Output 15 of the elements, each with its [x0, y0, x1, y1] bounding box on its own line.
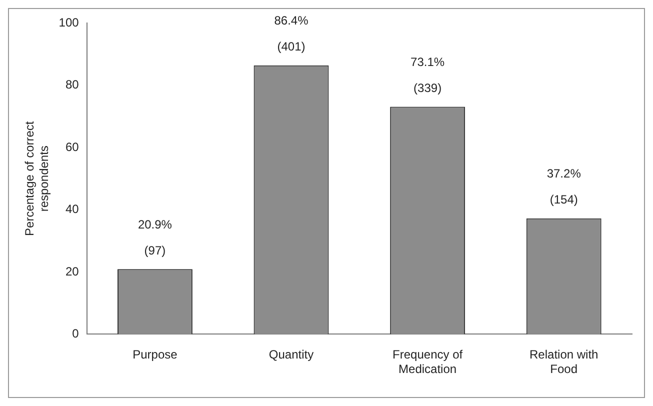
data-label: 86.4% (401)	[274, 14, 309, 54]
data-label: 73.1% (339)	[410, 55, 445, 96]
y-tick-label: 40	[65, 202, 80, 216]
x-tick-label: Frequency of Medication	[392, 348, 464, 376]
y-tick-label: 60	[65, 140, 80, 154]
data-label: 37.2% (154)	[546, 166, 582, 207]
x-tick-label: Relation with Food	[530, 348, 598, 376]
data-label: 20.9% (97)	[138, 217, 172, 258]
y-tick-label: 100	[58, 15, 80, 30]
y-tick-label: 80	[65, 78, 80, 92]
x-tick-label: Quantity	[268, 348, 314, 362]
y-tick-label: 20	[65, 264, 80, 278]
y-axis-title: Percentage of correct respondents	[22, 120, 51, 236]
y-tick-label: 0	[72, 326, 80, 341]
x-tick-label: Purpose	[132, 348, 178, 362]
